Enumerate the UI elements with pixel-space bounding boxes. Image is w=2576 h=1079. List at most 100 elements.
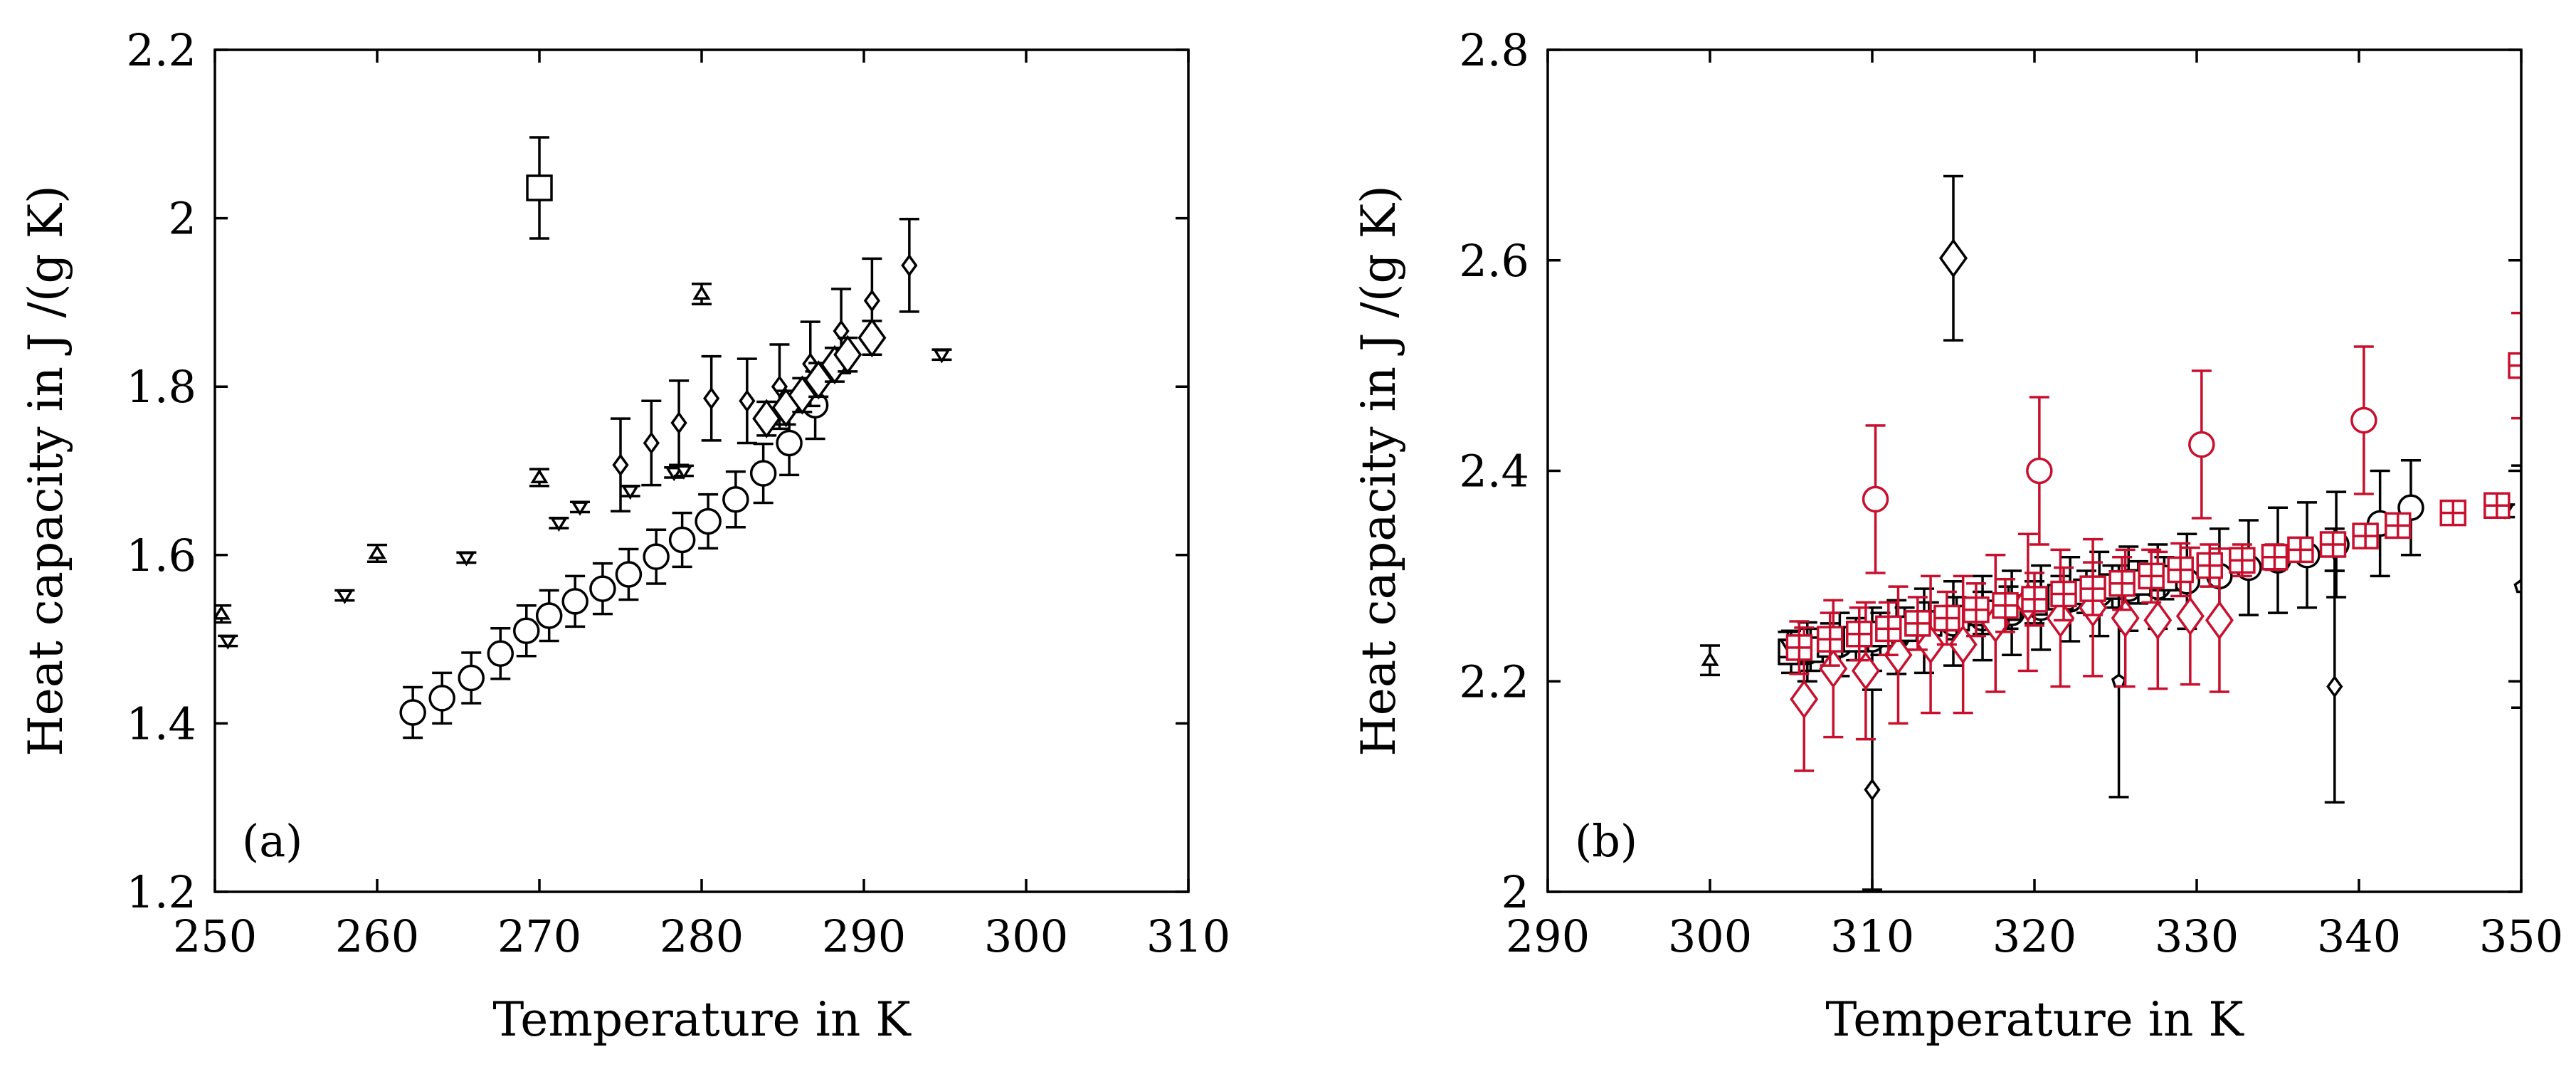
y-tick-label: 1.2 (126, 866, 196, 918)
data-point (1992, 578, 2019, 633)
x-tick-label: 330 (2155, 910, 2239, 962)
data-point (456, 551, 477, 567)
marker-square-plus (2384, 512, 2412, 540)
x-tick-label: 300 (984, 910, 1068, 962)
marker-diamond (670, 411, 687, 435)
y-tick-label: 2 (1501, 866, 1529, 918)
marker-diamond (863, 289, 881, 312)
marker-diamond (788, 375, 817, 415)
marker-diamond (1938, 238, 1968, 278)
marker-square-plus (2508, 352, 2521, 379)
data-point (1785, 620, 1813, 675)
marker-diamond (739, 389, 756, 413)
marker-square-plus (2483, 492, 2511, 520)
panel-b: 290 300 310 320 330 340 350 2 2.2 2.4 2.6 2.8 Temper… (1351, 24, 2563, 1047)
y-tick-label: 1.8 (126, 361, 196, 413)
x-tick-label: 350 (2479, 910, 2563, 962)
error-bar (2511, 464, 2521, 709)
marker-square-plus (1875, 615, 1902, 643)
x-axis-title: Temperature in K (1825, 992, 2244, 1047)
data-point (2397, 458, 2424, 557)
y-tick-label: 2.6 (1459, 235, 1529, 287)
marker-diamond (901, 253, 918, 277)
series-circle-0 (399, 370, 829, 739)
marker-triangle-up (1701, 651, 1719, 666)
data-point (2026, 396, 2053, 546)
data-point (620, 485, 640, 500)
marker-diamond (1864, 778, 1881, 801)
data-point (2021, 572, 2048, 627)
data-point (695, 493, 722, 550)
marker-circle (2188, 431, 2215, 458)
marker-pentagon (2111, 673, 2127, 688)
marker-square-plus (2021, 586, 2048, 613)
marker-circle (2350, 406, 2377, 434)
plot-frame (213, 48, 1190, 893)
marker-diamond (1790, 679, 1819, 720)
x-tick-label: 290 (822, 910, 906, 962)
data-point (2352, 522, 2379, 549)
marker-diamond (2326, 675, 2343, 698)
data-point (1816, 611, 1844, 667)
data-point (931, 348, 952, 364)
marker-square-plus (1816, 626, 1844, 653)
marker-square-plus (1904, 610, 1931, 637)
x-tick-label: 300 (1668, 910, 1752, 962)
x-tick-label: 280 (660, 910, 744, 962)
data-point (2350, 345, 2377, 495)
series-square-5 (526, 136, 553, 240)
data-point (2229, 543, 2256, 578)
data-point (615, 547, 643, 601)
x-tick-label: 270 (497, 910, 581, 962)
data-point (1963, 581, 1990, 638)
marker-diamond (703, 386, 720, 410)
series-triangle-up-2 (1700, 644, 1720, 677)
marker-triangle-down (549, 517, 568, 532)
marker-square-plus (1963, 596, 1990, 623)
data-point (1790, 626, 1819, 772)
marker-diamond (612, 453, 629, 477)
marker-square (526, 174, 553, 201)
marker-triangle-down (675, 465, 693, 480)
x-tick-label: 310 (1146, 910, 1230, 962)
data-point (487, 626, 514, 680)
data-point (1933, 590, 1960, 646)
data-point (692, 283, 712, 306)
marker-pentagon (2513, 578, 2521, 594)
data-point (2188, 369, 2215, 520)
data-point (722, 470, 749, 529)
data-point (399, 685, 426, 739)
data-point (2508, 311, 2521, 420)
marker-square-plus (2079, 575, 2106, 602)
x-tick-label: 290 (1506, 910, 1590, 962)
data-point (2196, 543, 2223, 588)
series-triangle-up-3 (215, 283, 712, 624)
marker-circle (561, 588, 588, 615)
data-point (899, 218, 919, 313)
marker-triangle-up (692, 285, 711, 300)
data-point (641, 399, 662, 487)
plot-area (215, 136, 952, 739)
marker-triangle-down (335, 589, 354, 604)
data-point (752, 399, 781, 438)
marker-diamond (2046, 598, 2075, 638)
series-circle-8 (1862, 345, 2377, 574)
data-point (215, 604, 232, 624)
data-point (570, 500, 590, 516)
data-point (2324, 569, 2345, 804)
data-point (2511, 464, 2521, 709)
marker-square-plus (2439, 499, 2466, 527)
data-point (428, 671, 455, 725)
data-point (218, 634, 238, 650)
data-point (549, 516, 569, 532)
data-point (2384, 512, 2412, 540)
data-point (2319, 531, 2347, 558)
marker-circle (722, 485, 749, 513)
y-axis-title: Heat capacity in J /(g K) (1351, 185, 1406, 757)
data-point (526, 136, 553, 240)
y-tick-label: 2.2 (126, 24, 196, 76)
marker-circle (535, 602, 563, 629)
marker-square-plus (2167, 556, 2194, 584)
marker-square-plus (1992, 592, 2019, 619)
